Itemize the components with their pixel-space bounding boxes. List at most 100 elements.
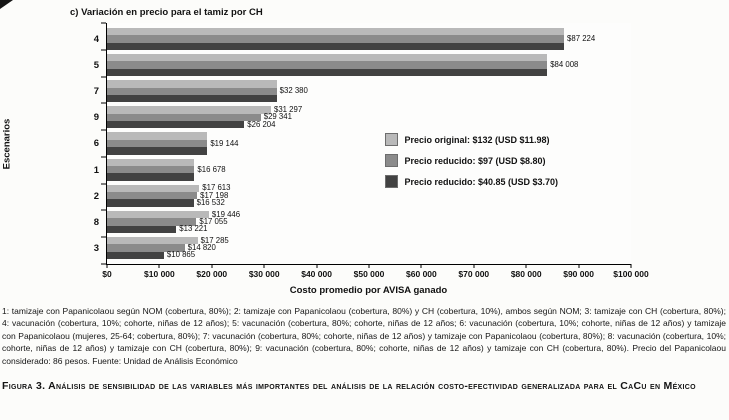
y-axis-label-wrap: Escenarios: [0, 23, 14, 265]
x-axis-tick: [420, 264, 422, 268]
bar-group-scenario-4: $87 224: [107, 26, 631, 52]
bar-scenario-6-series-1: [107, 132, 208, 140]
bar-scenario-1-series-3: [107, 173, 195, 181]
legend-item-1: Precio original: $132 (USD $11.98): [385, 133, 558, 147]
y-tick-label-5: 5: [93, 59, 99, 71]
plot-area: $87 224 $84 008 $32 380 $31 297 $29 341 $26 2…: [101, 22, 649, 279]
bar-scenario-6-series-3: [107, 147, 208, 155]
legend-item-2: Precio reducido: $97 (USD $8.80): [385, 154, 558, 168]
bar-line: $32 380: [107, 86, 631, 96]
y-axis-label: Escenarios: [1, 118, 13, 170]
bar-scenario-4-series-2: [107, 35, 565, 43]
bar-line: $17 055: [107, 216, 631, 226]
bar-scenario-7-series-1: [107, 80, 277, 88]
bar-scenario-8-series-2: [107, 218, 197, 226]
x-axis-tick: [106, 264, 108, 268]
bar-line: $16 678: [107, 164, 631, 174]
y-axis-tick: [101, 129, 106, 131]
bar-scenario-2-series-1: [107, 184, 200, 193]
bar-value-label: $32 380: [279, 86, 308, 96]
x-tick-label: $60 000: [406, 269, 437, 279]
bar-value-label: $19 446: [211, 209, 241, 219]
x-axis-tick: [211, 264, 213, 268]
bar-line: $10 865: [107, 250, 631, 260]
x-axis-tick: [368, 264, 370, 268]
bar-line: $29 341: [107, 113, 631, 122]
chart-title: c) Variación en precio para el tamiz por…: [70, 7, 263, 18]
bar-value-label: $10 865: [166, 250, 196, 260]
bar-value-label: $26 204: [247, 119, 276, 129]
bar-group-scenario-8: $19 446 $17 055 $13 221: [107, 209, 631, 235]
x-axis-tick: [630, 264, 632, 268]
bar-line: $17 285: [107, 235, 631, 245]
page-corner-mark: [0, 0, 13, 9]
bar-line: $17 198: [107, 190, 631, 200]
figure-footnote: 1: tamizaje con Papanicolaou según NOM (…: [2, 306, 726, 366]
bar-line: [107, 158, 631, 166]
bar-scenario-1-series-1: [107, 158, 195, 166]
bar-line: $19 446: [107, 209, 631, 219]
bar-line: $17 613: [107, 183, 631, 193]
legend: Precio original: $132 (USD $11.98) Precio…: [379, 129, 564, 192]
bar-line: $19 144: [107, 139, 631, 148]
bar-scenario-9-series-2: [107, 113, 261, 122]
bar-group-scenario-3: $17 285 $14 820 $10 865: [107, 235, 631, 261]
legend-swatch-icon: [385, 175, 399, 189]
x-tick-label: $40 000: [301, 269, 332, 279]
bar-scenario-2-series-2: [107, 192, 198, 200]
legend-label: Precio reducido: $40.85 (USD $3.70): [404, 176, 559, 187]
y-tick-label-6: 6: [93, 138, 99, 150]
bar-scenario-6-series-2: [107, 139, 208, 148]
bar-line: [107, 80, 631, 88]
bar-value-label: $17 285: [200, 235, 229, 245]
figure-caption-label: Figura 3.: [2, 380, 46, 393]
x-tick-label: $80 000: [510, 269, 542, 279]
legend-label: Precio reducido: $97 (USD $8.80): [404, 155, 546, 166]
y-tick-label-1: 1: [93, 164, 99, 176]
bar-line: [107, 27, 631, 36]
y-axis-tick: [101, 263, 106, 265]
figure-caption: Figura 3. Análisis de sensibilidad de la…: [2, 378, 726, 394]
bar-scenario-3-series-2: [107, 244, 185, 252]
bar-value-label: $87 224: [567, 34, 596, 44]
y-axis-tick: [101, 236, 106, 238]
bar-value-label: $17 198: [200, 190, 229, 200]
x-tick-label: $50 000: [353, 269, 385, 279]
bar-line: $26 204: [107, 119, 631, 129]
x-axis-label: Costo promedio por AVISA ganado: [289, 285, 448, 296]
bar-scenario-5-series-2: [107, 61, 548, 69]
bar-scenario-5-series-1: [107, 54, 548, 62]
bar-line: [107, 132, 631, 140]
bar-value-label: $16 678: [197, 164, 226, 174]
bar-scenario-4-series-1: [107, 27, 565, 36]
bar-group-scenario-2: $17 613 $17 198 $16 532: [107, 183, 631, 209]
bar-value-label: $16 532: [196, 198, 225, 208]
x-axis-tick: [158, 264, 160, 268]
bar-line: $87 224: [107, 34, 631, 44]
x-tick-label: $70 000: [458, 269, 490, 279]
legend-swatch-icon: [385, 154, 399, 168]
bar-line: $13 221: [107, 225, 631, 233]
bar-value-label: $84 008: [550, 60, 579, 70]
bar-value-label: $17 055: [199, 216, 228, 226]
x-tick-label: $0: [102, 269, 112, 279]
y-axis-tick: [101, 76, 106, 78]
y-axis-tick-labels: 4 5 7 9 6 1 2 8 3: [14, 23, 106, 265]
bar-line: [107, 94, 631, 103]
y-tick-label-8: 8: [93, 217, 99, 229]
bar-group-scenario-6: $19 144: [107, 130, 631, 156]
bar-scenario-7-series-3: [107, 94, 277, 103]
bar-scenario-7-series-2: [107, 87, 277, 95]
bar-value-label: $17 613: [202, 183, 231, 193]
bar-groups: $87 224 $84 008 $32 380 $31 297 $29 341 $26 2…: [107, 23, 631, 264]
bar-scenario-9-series-1: [107, 106, 271, 114]
x-tick-label: $10 000: [144, 269, 175, 279]
bar-chart: c) Variación en precio para el tamiz por…: [0, 7, 729, 296]
figure-caption-text: Análisis de sensibilidad de las variable…: [48, 380, 696, 393]
bar-line: [107, 42, 631, 51]
y-axis-tick: [101, 22, 106, 24]
bar-scenario-1-series-2: [107, 165, 195, 174]
x-axis-tick: [525, 264, 527, 268]
bar-line: [107, 68, 631, 77]
